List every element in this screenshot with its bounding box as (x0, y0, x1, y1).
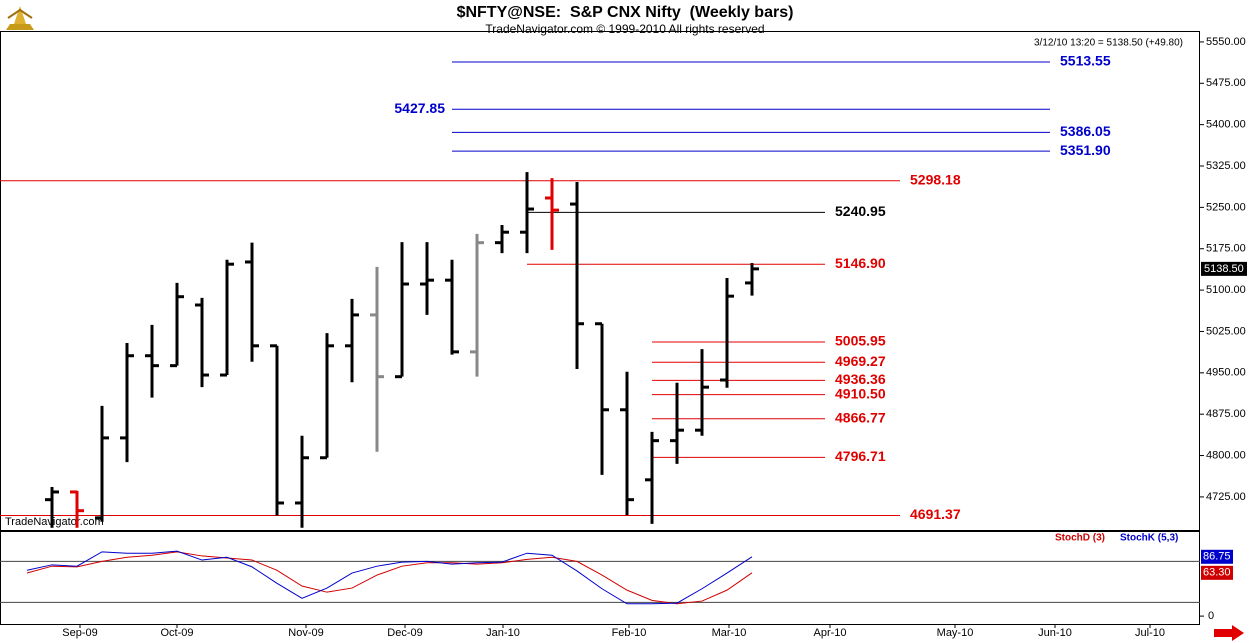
end-value-box (1201, 565, 1233, 580)
level-label: 4866.77 (835, 409, 886, 425)
x-tick-label: Mar-10 (712, 627, 747, 639)
y-tick-label: 4950.00 (1206, 367, 1246, 379)
x-tick-label: Nov-09 (288, 627, 323, 639)
legend-entry: StochK (5,3) (1120, 533, 1178, 544)
level-label: 5298.18 (910, 172, 961, 188)
y-tick-label: 5550.00 (1206, 36, 1246, 48)
y-tick-label: 4875.00 (1206, 408, 1246, 420)
y-tick-label: 5325.00 (1206, 160, 1246, 172)
last-price-box (1201, 261, 1247, 276)
logo (6, 6, 34, 30)
level-label: 4969.27 (835, 353, 886, 369)
level-label: 5240.95 (835, 203, 886, 219)
y-tick-label: 5475.00 (1206, 77, 1246, 89)
scroll-arrow[interactable] (1214, 625, 1244, 641)
level-label: 5146.90 (835, 255, 886, 271)
last-price-label: 5138.50 (1204, 263, 1244, 275)
x-tick-label: May-10 (937, 627, 974, 639)
subtitle: TradeNavigator.com © 1999-2010 All right… (485, 22, 764, 36)
stoch-line (26, 550, 753, 605)
y-tick-label: 5025.00 (1206, 325, 1246, 337)
x-tick-label: Jun-10 (1038, 627, 1072, 639)
chart-title: $NFTY@NSE: S&P CNX Nifty (Weekly bars) (457, 4, 794, 21)
x-tick-label: Sep-09 (62, 627, 97, 639)
x-tick-label: Jan-10 (486, 627, 520, 639)
level-label: 5386.05 (1060, 123, 1111, 139)
level-label: 5351.90 (1060, 142, 1111, 158)
level-label: 5427.85 (394, 100, 445, 116)
y-tick-label: 0 (1208, 610, 1214, 622)
end-value-box (1201, 549, 1233, 564)
level-label: 4796.71 (835, 448, 886, 464)
x-tick-label: Jul-10 (1135, 627, 1165, 639)
y-tick-label: 5175.00 (1206, 243, 1246, 255)
price-panel (0, 31, 1200, 531)
x-tick-label: Apr-10 (813, 627, 846, 639)
level-label: 5513.55 (1060, 53, 1111, 69)
level-label: 4910.50 (835, 385, 886, 401)
y-tick-label: 4725.00 (1206, 491, 1246, 503)
y-tick-label: 5100.00 (1206, 284, 1246, 296)
stoch-line (26, 551, 753, 605)
y-tick-label: 5400.00 (1206, 119, 1246, 131)
legend-entry: StochD (3) (1055, 533, 1105, 544)
stoch-panel (0, 531, 1200, 625)
end-value-label: 86.75 (1203, 551, 1231, 563)
x-tick-label: Oct-09 (160, 627, 193, 639)
x-tick-label: Dec-09 (387, 627, 422, 639)
quote: 3/12/10 13:20 = 5138.50 (+49.80) (1034, 38, 1183, 49)
watermark: TradeNavigator.com (5, 516, 104, 528)
x-tick-label: Feb-10 (612, 627, 647, 639)
y-tick-label: 5250.00 (1206, 201, 1246, 213)
end-value-label: 63.30 (1203, 567, 1231, 579)
y-tick-label: 4800.00 (1206, 449, 1246, 461)
level-label: 4936.36 (835, 371, 886, 387)
level-label: 4691.37 (910, 506, 961, 522)
level-label: 5005.95 (835, 333, 886, 349)
